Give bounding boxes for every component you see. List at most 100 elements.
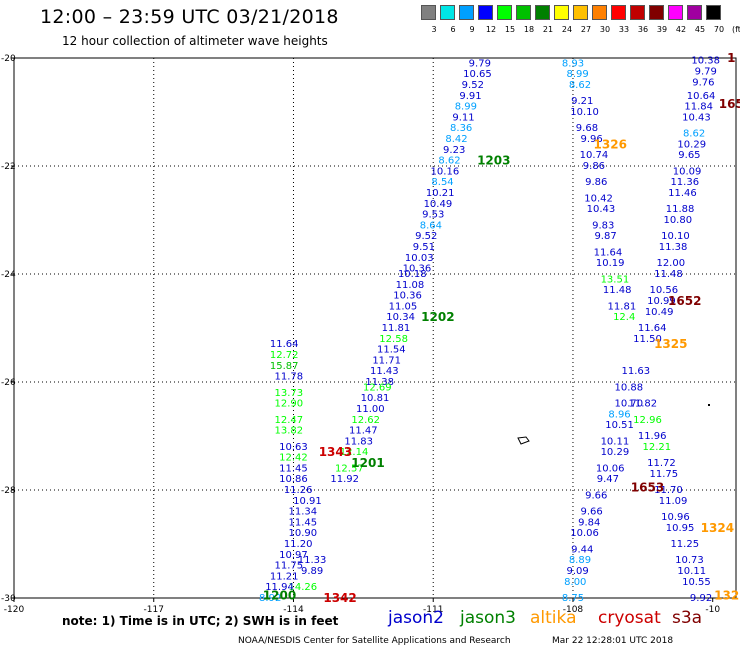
scale-label: 24: [561, 25, 573, 34]
wave-height-label: 10.99: [647, 296, 676, 307]
scale-label: 15: [504, 25, 516, 34]
wave-height-label: 10.74: [580, 150, 609, 161]
wave-height-label: 11.45: [279, 463, 308, 474]
wave-height-label: 9.92: [690, 593, 712, 604]
scale-swatch: [592, 5, 607, 20]
wave-height-label: 8.36: [450, 123, 472, 134]
wave-height-label: 10.36: [403, 264, 432, 275]
wave-height-label: 10.34: [386, 312, 415, 323]
wave-height-label: 11.64: [638, 323, 667, 334]
satellite-cryosat: cryosat: [598, 608, 661, 628]
wave-height-label: 10.21: [426, 188, 455, 199]
wave-height-label: 8.62: [683, 129, 705, 140]
wave-height-label: 9.65: [678, 150, 700, 161]
wave-height-label: 9.44: [571, 544, 593, 555]
wave-height-label: 10.55: [682, 577, 711, 588]
wave-height-label: 11.33: [298, 555, 327, 566]
satellite-altika: altika: [530, 608, 577, 628]
wave-height-label: 10.90: [288, 528, 317, 539]
chart-title: 12:00 – 23:59 UTC 03/21/2018: [40, 6, 339, 28]
pass-number-label: 1202: [421, 310, 454, 324]
scale-label: 9: [469, 25, 475, 34]
wave-height-label: 12.58: [379, 334, 408, 345]
y-tick-label: -22: [1, 162, 16, 172]
wave-height-label: 10.56: [649, 285, 678, 296]
scale-label: 45: [694, 25, 706, 34]
wave-height-label: 10.16: [431, 166, 460, 177]
wave-height-label: 11.36: [670, 177, 699, 188]
wave-height-label: 13.51: [601, 274, 630, 285]
scale-swatch: [706, 5, 721, 20]
wave-height-label: 10.51: [605, 420, 634, 431]
x-tick-label: -111: [423, 605, 443, 615]
wave-height-label: 11.08: [396, 280, 425, 291]
wave-height-label: 10.42: [584, 193, 613, 204]
satellite-jason3: jason3: [460, 608, 516, 628]
wave-height-label: 9.79: [469, 58, 491, 69]
wave-height-label: 9.09: [566, 566, 588, 577]
y-tick-label: -28: [1, 486, 16, 496]
scale-label: 70: [713, 25, 725, 34]
wave-height-label: 11.81: [608, 301, 637, 312]
wave-height-label: 10.06: [596, 463, 625, 474]
wave-height-label: 10.10: [661, 231, 690, 242]
scale-swatch: [497, 5, 512, 20]
scale-swatch: [421, 5, 436, 20]
scale-swatch: [535, 5, 550, 20]
scale-label: 39: [656, 25, 668, 34]
wave-height-label: 11.70: [654, 485, 683, 496]
wave-height-label: 12.96: [633, 415, 662, 426]
wave-height-label: 12.42: [279, 453, 308, 464]
wave-height-label: 9.11: [452, 112, 474, 123]
wave-height-label: 9.47: [597, 474, 619, 485]
wave-height-label: 12.72: [270, 350, 299, 361]
scale-swatch: [516, 5, 531, 20]
wave-height-label: 10.49: [645, 307, 674, 318]
pass-number-label: 1326: [594, 137, 627, 151]
scale-label: 21: [542, 25, 554, 34]
scale-swatch: [687, 5, 702, 20]
wave-height-label: 10.29: [601, 447, 630, 458]
wave-height-label: 10.19: [596, 258, 625, 269]
wave-height-label: 11.50: [633, 334, 662, 345]
scale-swatch: [459, 5, 474, 20]
plot-frame: [13, 57, 737, 599]
scale-label: 33: [618, 25, 630, 34]
scale-swatch: [649, 5, 664, 20]
wave-height-label: 8.93: [562, 58, 584, 69]
wave-height-label: 9.66: [580, 507, 602, 518]
wave-height-label: 10.80: [663, 215, 692, 226]
wave-height-label: 12.90: [275, 399, 304, 410]
wave-height-label: 11.25: [670, 539, 699, 550]
wave-height-label: 11.83: [344, 436, 373, 447]
wave-height-label: 11.00: [356, 404, 385, 415]
x-tick-label: -10: [705, 605, 720, 615]
wave-height-label: 8.92: [259, 593, 281, 604]
y-tick-label: -26: [1, 378, 16, 388]
wave-height-label: 8.75: [562, 593, 584, 604]
wave-height-label: 9.86: [583, 161, 605, 172]
wave-height-label: 8.00: [564, 577, 586, 588]
pass-number-label: 1325: [654, 337, 687, 351]
wave-height-label: 10.43: [587, 204, 616, 215]
wave-height-label: 10.10: [570, 107, 599, 118]
wave-height-label: 8.99: [566, 69, 588, 80]
pass-number-label: 1653: [631, 480, 664, 494]
wave-height-label: 8.62: [569, 80, 591, 91]
wave-height-label: 11.72: [647, 458, 676, 469]
wave-height-label: 8.89: [569, 555, 591, 566]
wave-height-label: 9.21: [571, 96, 593, 107]
scale-label: 3: [431, 25, 437, 34]
wave-height-label: 9.52: [415, 231, 437, 242]
wave-height-label: 11.34: [288, 507, 317, 518]
wave-height-label: 9.96: [580, 134, 602, 145]
scale-swatch: [573, 5, 588, 20]
scale-label: 42: [675, 25, 687, 34]
wave-height-label: 11.75: [649, 469, 678, 480]
pass-number-label: 1342: [323, 591, 356, 605]
scale-label: 12: [485, 25, 497, 34]
wave-height-label: 10.11: [601, 436, 630, 447]
scale-swatch: [630, 5, 645, 20]
pass-number-label: 1343: [319, 445, 352, 459]
wave-height-label: 12.57: [335, 463, 364, 474]
